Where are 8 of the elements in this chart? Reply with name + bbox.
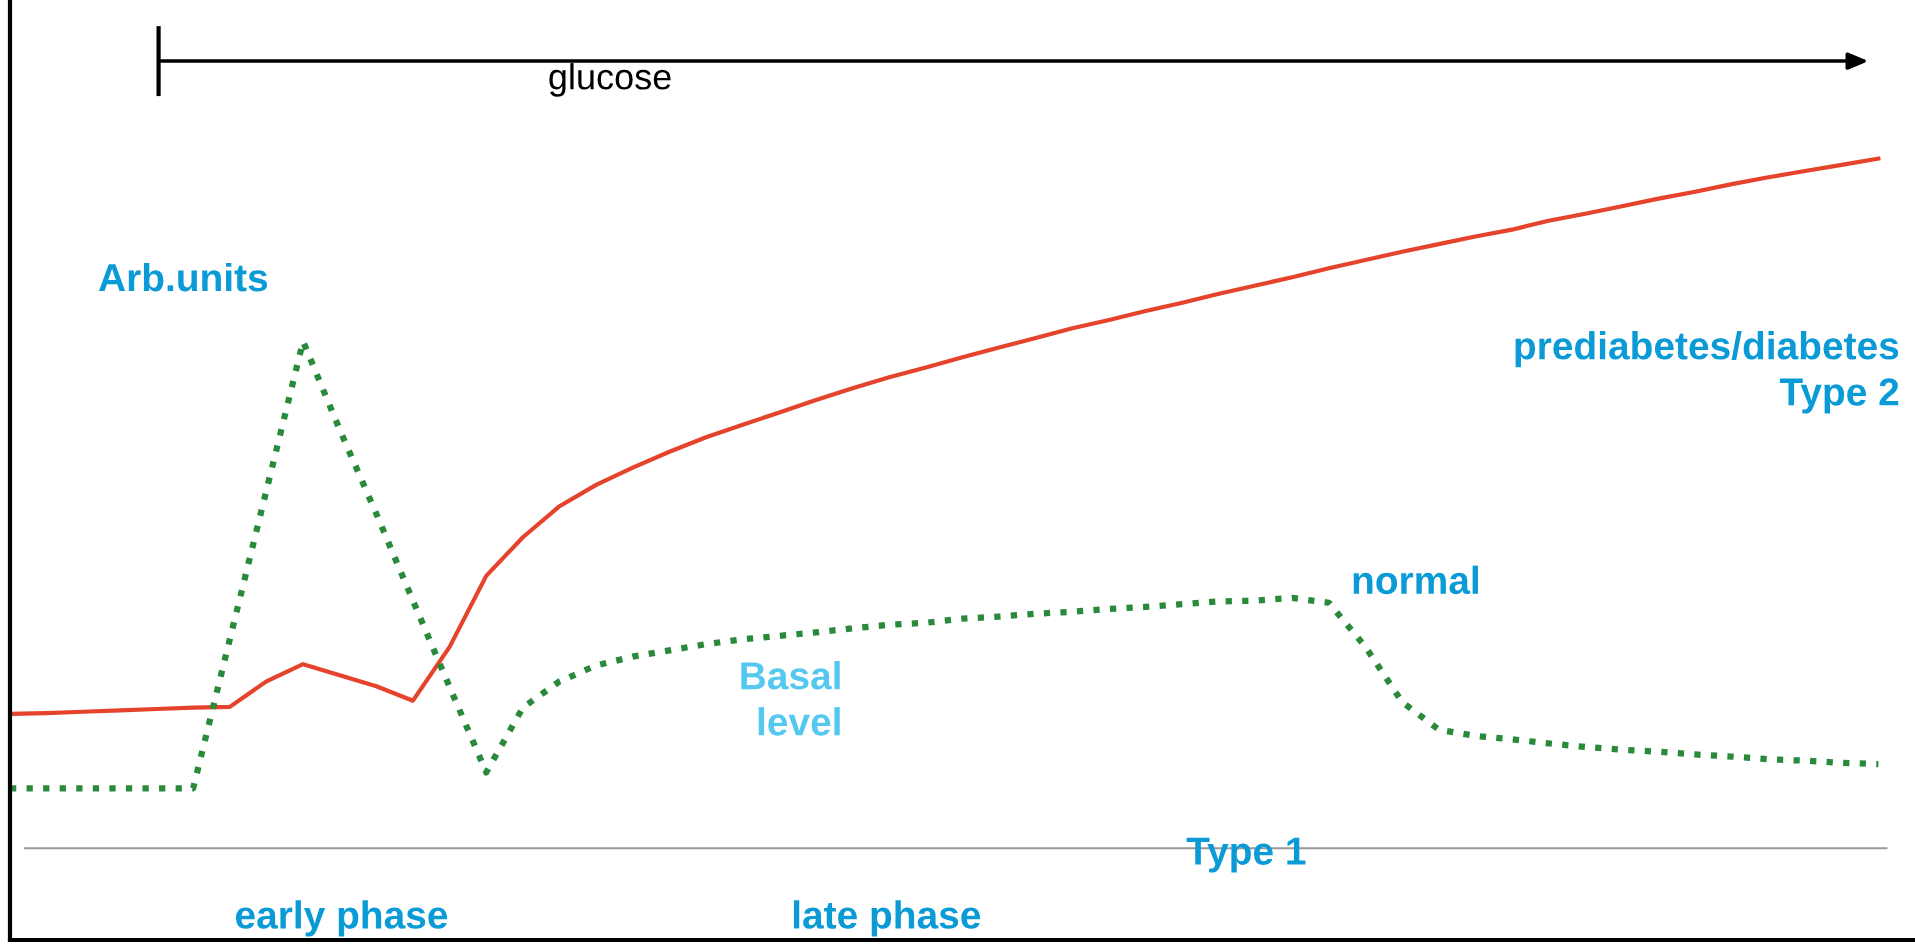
- annotation: prediabetes/diabetes Type 2: [1515, 331, 1899, 414]
- text: early phase: [235, 900, 448, 937]
- annotation: Type 1: [1186, 837, 1306, 873]
- annotation: Arb.units: [98, 262, 268, 292]
- text: late phase: [793, 900, 981, 937]
- annotation: Basal level: [741, 661, 840, 736]
- text: glucose: [549, 63, 671, 97]
- annotation: normal: [1353, 565, 1478, 595]
